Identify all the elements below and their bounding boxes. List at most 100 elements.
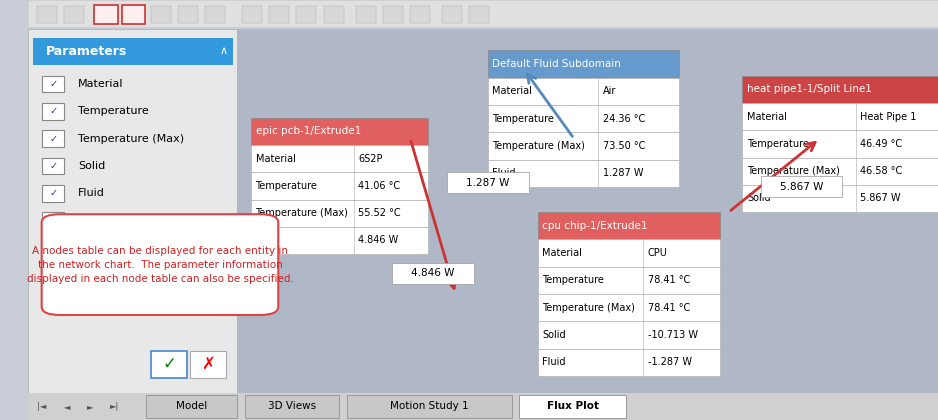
FancyBboxPatch shape xyxy=(97,6,116,23)
Text: Material: Material xyxy=(747,112,787,121)
Text: 1.287 W: 1.287 W xyxy=(466,178,509,188)
FancyBboxPatch shape xyxy=(537,239,719,267)
FancyBboxPatch shape xyxy=(28,393,938,420)
Text: Default Fluid Subdomain: Default Fluid Subdomain xyxy=(492,59,621,69)
FancyBboxPatch shape xyxy=(41,214,279,315)
FancyBboxPatch shape xyxy=(761,176,842,197)
Text: Material: Material xyxy=(542,248,582,258)
FancyBboxPatch shape xyxy=(742,158,938,185)
Text: -10.713 W: -10.713 W xyxy=(648,330,698,340)
Text: Material: Material xyxy=(255,154,295,163)
FancyBboxPatch shape xyxy=(33,38,233,65)
Text: Material: Material xyxy=(492,87,532,96)
Text: ✓: ✓ xyxy=(50,134,57,144)
Text: heat pipe1-1/Split Line1: heat pipe1-1/Split Line1 xyxy=(747,84,871,94)
Text: Model: Model xyxy=(176,401,207,411)
Text: Solid: Solid xyxy=(542,330,566,340)
Text: Air: Air xyxy=(603,87,616,96)
Text: 4.846 W: 4.846 W xyxy=(411,268,455,278)
Text: ✓: ✓ xyxy=(50,161,57,171)
FancyBboxPatch shape xyxy=(742,103,938,130)
FancyBboxPatch shape xyxy=(520,395,626,418)
Text: Fluid: Fluid xyxy=(492,168,516,178)
FancyBboxPatch shape xyxy=(392,262,474,284)
FancyBboxPatch shape xyxy=(269,6,289,23)
FancyBboxPatch shape xyxy=(537,267,719,294)
FancyBboxPatch shape xyxy=(251,145,429,172)
FancyBboxPatch shape xyxy=(146,395,237,418)
Text: cpu chip-1/Extrude1: cpu chip-1/Extrude1 xyxy=(542,221,647,231)
Text: 55.52 °C: 55.52 °C xyxy=(358,208,401,218)
FancyBboxPatch shape xyxy=(41,158,65,174)
Text: epic pcb-1/Extrude1: epic pcb-1/Extrude1 xyxy=(255,126,361,136)
Text: Motion Study 1: Motion Study 1 xyxy=(390,401,469,411)
Text: Temperature (Max): Temperature (Max) xyxy=(78,134,184,144)
Text: ►|: ►| xyxy=(110,402,119,411)
Text: A nodes table can be displayed for each entity in
the network chart.  The parame: A nodes table can be displayed for each … xyxy=(26,246,294,284)
Text: Temperature: Temperature xyxy=(78,106,149,116)
Text: Temperature (Max): Temperature (Max) xyxy=(542,303,635,312)
FancyBboxPatch shape xyxy=(410,6,431,23)
FancyBboxPatch shape xyxy=(237,29,938,395)
FancyBboxPatch shape xyxy=(151,351,188,378)
Text: Temperature (Max): Temperature (Max) xyxy=(747,166,840,176)
Text: ✗: ✗ xyxy=(202,355,215,373)
FancyBboxPatch shape xyxy=(242,6,262,23)
Text: Temperature: Temperature xyxy=(542,276,604,285)
Text: 1.287 W: 1.287 W xyxy=(603,168,643,178)
FancyBboxPatch shape xyxy=(742,185,938,212)
FancyBboxPatch shape xyxy=(488,160,679,187)
FancyBboxPatch shape xyxy=(151,6,171,23)
FancyBboxPatch shape xyxy=(537,212,719,239)
Text: Heat Pipe 1: Heat Pipe 1 xyxy=(860,112,916,121)
FancyBboxPatch shape xyxy=(446,172,528,193)
Text: 78.41 °C: 78.41 °C xyxy=(648,303,690,312)
Text: Temperature: Temperature xyxy=(492,114,554,123)
FancyBboxPatch shape xyxy=(95,5,118,24)
FancyBboxPatch shape xyxy=(205,6,225,23)
FancyBboxPatch shape xyxy=(41,76,65,92)
Text: Parameters: Parameters xyxy=(46,45,128,58)
FancyBboxPatch shape xyxy=(296,6,316,23)
Text: Material: Material xyxy=(78,79,124,89)
FancyBboxPatch shape xyxy=(488,78,679,105)
FancyBboxPatch shape xyxy=(124,6,144,23)
Text: Solid: Solid xyxy=(255,236,280,245)
Text: 24.36 °C: 24.36 °C xyxy=(603,114,645,123)
FancyBboxPatch shape xyxy=(251,172,429,200)
Text: 41.06 °C: 41.06 °C xyxy=(358,181,401,191)
Text: Solid: Solid xyxy=(747,194,770,203)
Text: ►: ► xyxy=(87,402,94,411)
FancyBboxPatch shape xyxy=(537,349,719,376)
FancyBboxPatch shape xyxy=(488,105,679,132)
Text: 3D Views: 3D Views xyxy=(268,401,316,411)
Text: 78.41 °C: 78.41 °C xyxy=(648,276,690,285)
Text: |◄: |◄ xyxy=(38,402,47,411)
Text: ✓: ✓ xyxy=(50,188,57,198)
Text: Temperature (Max): Temperature (Max) xyxy=(255,208,348,218)
FancyBboxPatch shape xyxy=(65,6,84,23)
Text: ∧: ∧ xyxy=(219,46,228,56)
FancyBboxPatch shape xyxy=(28,29,237,395)
FancyBboxPatch shape xyxy=(383,6,403,23)
FancyBboxPatch shape xyxy=(442,6,462,23)
FancyBboxPatch shape xyxy=(251,227,429,254)
FancyBboxPatch shape xyxy=(469,6,490,23)
FancyBboxPatch shape xyxy=(742,76,938,103)
FancyBboxPatch shape xyxy=(41,185,65,202)
Text: Outer Domain: Outer Domain xyxy=(78,215,157,226)
FancyBboxPatch shape xyxy=(38,6,57,23)
Text: -1.287 W: -1.287 W xyxy=(648,357,691,367)
Text: 6S2P: 6S2P xyxy=(358,154,383,163)
Text: 46.49 °C: 46.49 °C xyxy=(860,139,902,149)
FancyBboxPatch shape xyxy=(488,50,679,78)
Text: Flux Plot: Flux Plot xyxy=(547,401,598,411)
Text: Temperature: Temperature xyxy=(255,181,317,191)
FancyBboxPatch shape xyxy=(41,103,65,120)
Text: ◄: ◄ xyxy=(65,402,71,411)
FancyBboxPatch shape xyxy=(41,212,65,229)
Text: CPU: CPU xyxy=(648,248,668,258)
FancyBboxPatch shape xyxy=(245,395,340,418)
Text: ✓: ✓ xyxy=(50,106,57,116)
Text: Temperature (Max): Temperature (Max) xyxy=(492,141,585,151)
